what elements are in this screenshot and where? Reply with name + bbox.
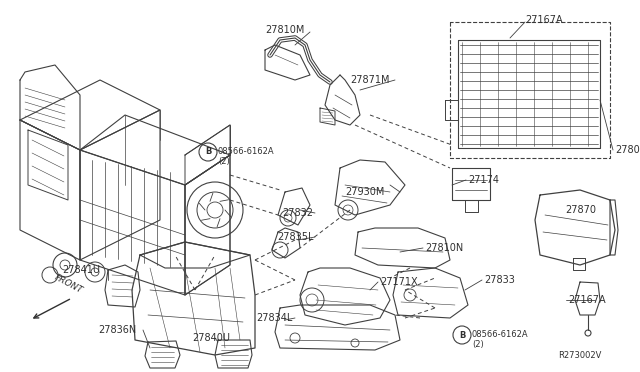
Text: 27835L: 27835L [277, 232, 314, 242]
Text: 08566-6162A
(2): 08566-6162A (2) [472, 330, 529, 349]
Text: 27167A: 27167A [568, 295, 605, 305]
Text: 27167A: 27167A [525, 15, 563, 25]
Text: 27800M: 27800M [615, 145, 640, 155]
Text: 08566-6162A
(2): 08566-6162A (2) [218, 147, 275, 166]
Text: 27840U: 27840U [192, 333, 230, 343]
Text: 27174: 27174 [468, 175, 499, 185]
Text: 27836N: 27836N [98, 325, 136, 335]
Text: B: B [205, 148, 211, 157]
Text: 27841U: 27841U [62, 265, 100, 275]
Text: 27810M: 27810M [265, 25, 305, 35]
Text: 27832: 27832 [282, 208, 313, 218]
Text: FRONT: FRONT [52, 273, 84, 295]
Text: 27833: 27833 [484, 275, 515, 285]
Text: B: B [459, 330, 465, 340]
Text: 27810N: 27810N [425, 243, 463, 253]
Text: 27834L: 27834L [256, 313, 292, 323]
Text: R273002V: R273002V [558, 350, 602, 359]
Text: 27871M: 27871M [350, 75, 390, 85]
Text: 27930M: 27930M [345, 187, 385, 197]
Text: 27870: 27870 [565, 205, 596, 215]
Text: 27171X: 27171X [380, 277, 418, 287]
